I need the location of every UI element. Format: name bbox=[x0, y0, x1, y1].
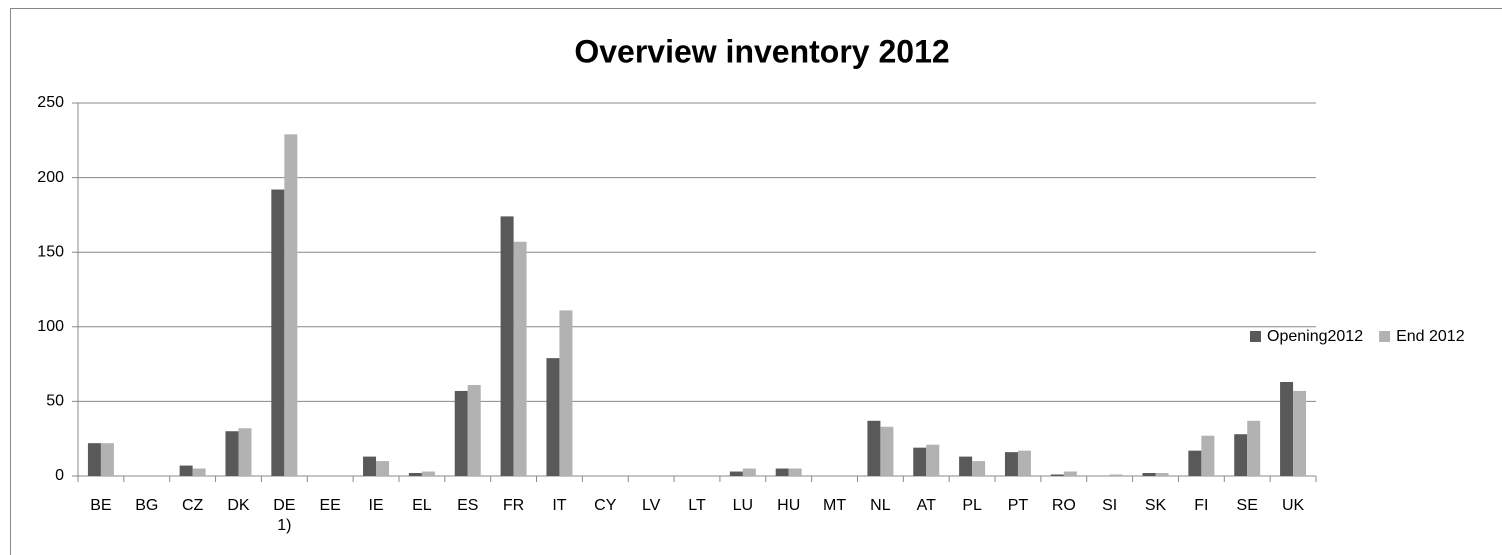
bar bbox=[87, 443, 101, 476]
x-tick-label: SE bbox=[1236, 497, 1258, 514]
bar bbox=[408, 473, 422, 476]
bar bbox=[1293, 390, 1307, 476]
bar bbox=[363, 456, 377, 476]
legend-swatch bbox=[1250, 331, 1261, 342]
bar bbox=[500, 216, 514, 476]
bar bbox=[1017, 450, 1031, 476]
bar bbox=[788, 468, 802, 476]
bar bbox=[1050, 474, 1064, 476]
y-tick-label: 250 bbox=[37, 94, 64, 111]
x-tick-label: EE bbox=[319, 497, 341, 514]
bar bbox=[775, 468, 789, 476]
bar bbox=[926, 444, 940, 476]
x-tick-label: UK bbox=[1281, 497, 1305, 514]
bar bbox=[238, 428, 252, 476]
x-tick-label: DE 1) bbox=[273, 497, 296, 534]
x-tick-label: FI bbox=[1194, 497, 1209, 514]
x-tick-label: RO bbox=[1051, 497, 1076, 514]
bar bbox=[1247, 420, 1261, 476]
y-tick-label: 150 bbox=[37, 243, 64, 260]
x-tick-label: LU bbox=[732, 497, 754, 514]
bar bbox=[559, 310, 573, 476]
bar bbox=[284, 134, 298, 476]
x-tick-label: PL bbox=[962, 497, 982, 514]
legend-label: Opening2012 bbox=[1267, 328, 1363, 345]
legend-label: End 2012 bbox=[1396, 328, 1465, 345]
bar bbox=[1155, 473, 1169, 476]
x-tick-label: BE bbox=[90, 497, 112, 514]
x-tick-label: IE bbox=[368, 497, 384, 514]
x-tick-label: ES bbox=[457, 497, 479, 514]
bar bbox=[376, 461, 390, 476]
bar bbox=[1109, 474, 1123, 476]
x-tick-label: CZ bbox=[181, 497, 204, 514]
bar bbox=[546, 358, 560, 476]
chart-title: Overview inventory 2012 bbox=[574, 33, 949, 69]
bar bbox=[867, 420, 881, 476]
bar bbox=[1142, 473, 1156, 476]
bar bbox=[1063, 471, 1077, 476]
y-tick-label: 0 bbox=[55, 467, 64, 484]
x-tick-label: LT bbox=[688, 497, 706, 514]
x-tick-label: CY bbox=[594, 497, 617, 514]
bar bbox=[913, 447, 927, 476]
bar bbox=[1280, 382, 1294, 476]
bar bbox=[192, 468, 206, 476]
bar bbox=[225, 431, 239, 476]
x-tick-label: DK bbox=[227, 497, 250, 514]
y-tick-label: 100 bbox=[37, 318, 64, 335]
bar bbox=[179, 465, 193, 476]
x-tick-label: BG bbox=[135, 497, 159, 514]
bar bbox=[1201, 435, 1215, 476]
x-tick-label: SI bbox=[1102, 497, 1118, 514]
bar bbox=[742, 468, 756, 476]
bar bbox=[1004, 452, 1018, 476]
bar bbox=[729, 471, 743, 476]
x-tick-label: AT bbox=[916, 497, 936, 514]
x-tick-label: SK bbox=[1144, 497, 1167, 514]
bar bbox=[1188, 450, 1202, 476]
bar bbox=[421, 471, 435, 476]
bar bbox=[271, 189, 285, 476]
y-tick-label: 50 bbox=[46, 393, 64, 410]
bar bbox=[959, 456, 973, 476]
bar bbox=[880, 426, 894, 476]
y-tick-label: 200 bbox=[37, 169, 64, 186]
x-tick-label: IT bbox=[552, 497, 567, 514]
bar bbox=[972, 461, 986, 476]
bar bbox=[467, 384, 481, 476]
chart-frame bbox=[10, 8, 1502, 555]
x-tick-label: FR bbox=[502, 497, 525, 514]
x-tick-label: LV bbox=[641, 497, 661, 514]
x-tick-label: NL bbox=[870, 497, 891, 514]
legend-swatch bbox=[1379, 331, 1391, 342]
bar bbox=[100, 443, 114, 476]
bar bbox=[513, 241, 527, 476]
x-tick-label: HU bbox=[777, 497, 801, 514]
bar bbox=[1234, 434, 1248, 476]
x-tick-label: PT bbox=[1007, 497, 1029, 514]
bar bbox=[454, 390, 468, 476]
x-tick-label: MT bbox=[822, 497, 847, 514]
x-tick-label: EL bbox=[412, 497, 432, 514]
